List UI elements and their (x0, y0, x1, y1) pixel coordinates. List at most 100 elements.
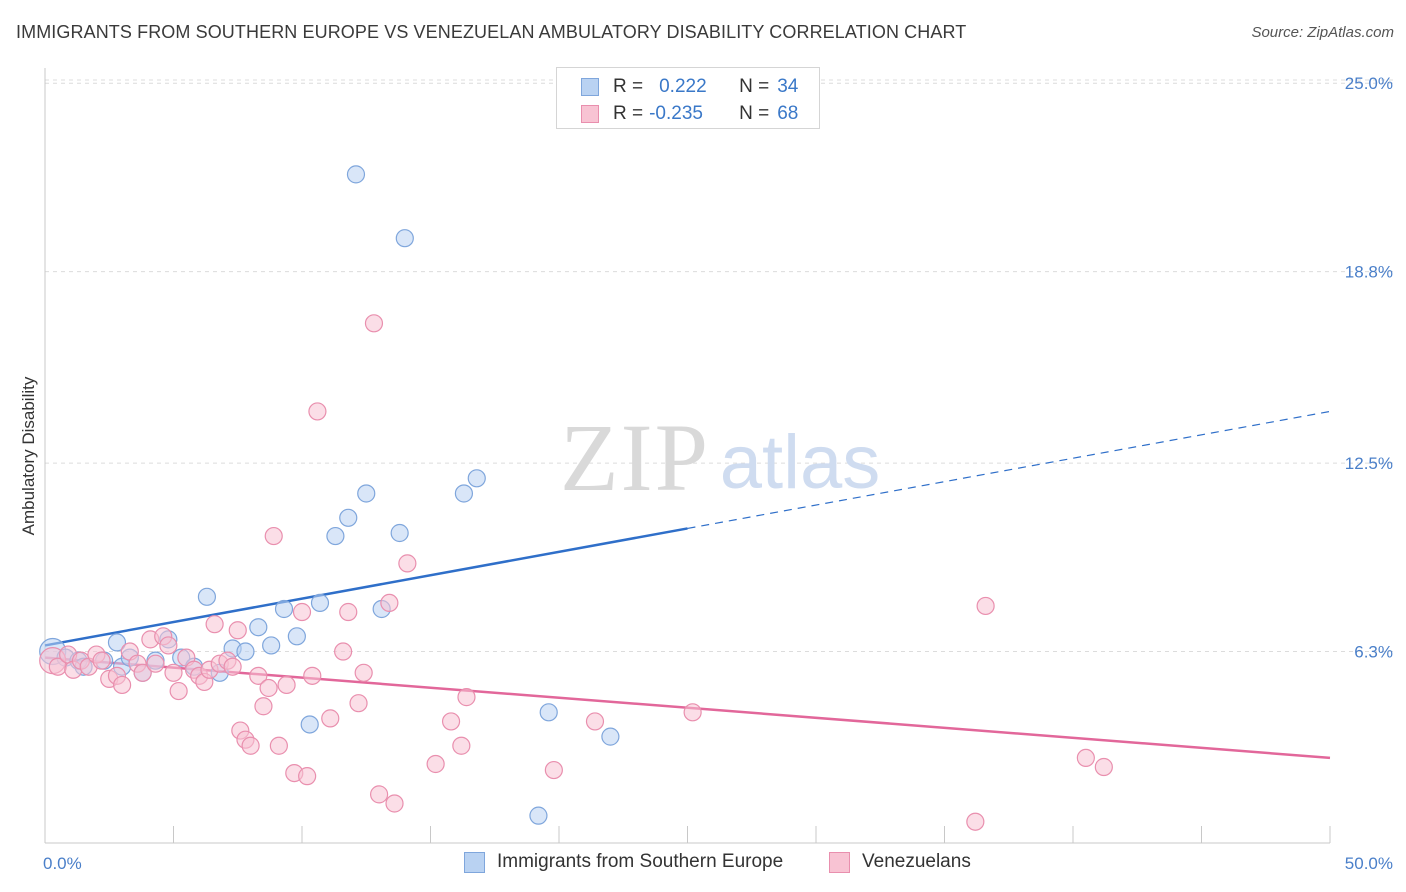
point-southern-europe (529, 806, 548, 825)
chart-title: IMMIGRANTS FROM SOUTHERN EUROPE VS VENEZ… (16, 22, 967, 42)
point-southern-europe (390, 523, 409, 543)
point-venezuelans (385, 794, 404, 813)
watermark: ZIP atlas (560, 404, 880, 511)
legend-r-value: 0.222 (659, 76, 707, 97)
point-venezuelans (308, 402, 327, 421)
legend-n-label: N = (739, 103, 770, 124)
point-venezuelans (112, 675, 132, 695)
point-venezuelans (976, 596, 995, 616)
point-venezuelans (683, 703, 702, 722)
point-southern-europe (310, 593, 330, 613)
trend-line-southern-europe-extension (687, 410, 1331, 530)
point-southern-europe (601, 727, 620, 746)
source-label: Source: ZipAtlas.com (1251, 24, 1394, 41)
point-venezuelans (354, 663, 373, 682)
x-tick-label: 0.0% (43, 854, 82, 873)
series-swatch-pink (829, 851, 850, 873)
point-southern-europe (346, 165, 366, 184)
point-venezuelans (321, 709, 340, 728)
point-venezuelans (164, 663, 183, 682)
legend-n-label: N = (739, 76, 770, 97)
y-tick-label: 6.3% (1354, 643, 1393, 662)
point-venezuelans (264, 526, 283, 546)
series-label: Immigrants from Southern Europe (497, 851, 784, 872)
point-venezuelans (228, 621, 247, 640)
point-venezuelans (298, 767, 317, 786)
watermark-zip: ZIP (560, 404, 710, 511)
trend-line-southern-europe (44, 527, 688, 647)
point-southern-europe (197, 587, 217, 606)
y-tick-label: 12.5% (1345, 454, 1393, 473)
point-venezuelans (398, 554, 417, 573)
point-venezuelans (205, 615, 224, 634)
point-venezuelans (292, 602, 312, 622)
point-southern-europe (107, 633, 127, 652)
point-venezuelans (380, 593, 399, 613)
point-venezuelans (457, 688, 476, 707)
point-venezuelans (146, 654, 165, 673)
y-tick-label: 25.0% (1345, 74, 1393, 93)
point-venezuelans (426, 754, 445, 774)
point-venezuelans (585, 712, 605, 731)
point-southern-europe (249, 618, 268, 637)
legend-row-southern-europe: R = 0.222 N = 34 (581, 75, 798, 99)
point-venezuelans (364, 314, 384, 333)
series-legend: Immigrants from Southern Europe Venezuel… (0, 851, 1406, 877)
point-southern-europe (454, 484, 474, 503)
watermark-atlas: atlas (720, 420, 881, 505)
tick-labels: 6.3% 12.5% 18.8% 25.0% 0.0% 50.0% (43, 74, 1393, 873)
x-tick-label: 50.0% (1345, 854, 1393, 873)
point-venezuelans (254, 697, 273, 716)
point-venezuelans (241, 736, 260, 755)
point-venezuelans (1094, 757, 1113, 777)
series-legend-venezuelans: Venezuelans (829, 851, 971, 873)
correlation-legend: R = 0.222 N = 34 R = -0.235 N = 68 (556, 67, 820, 129)
series-swatch-blue (464, 851, 485, 873)
legend-row-venezuelans: R = -0.235 N = 68 (581, 102, 798, 126)
point-venezuelans (334, 642, 353, 661)
point-venezuelans (259, 678, 278, 698)
series-legend-southern-europe: Immigrants from Southern Europe (464, 851, 783, 873)
point-venezuelans (249, 666, 268, 685)
point-southern-europe (357, 484, 376, 503)
legend-n-value: 34 (777, 76, 799, 97)
point-venezuelans (159, 636, 178, 655)
point-southern-europe (339, 508, 358, 527)
point-venezuelans (339, 602, 358, 622)
series-label: Venezuelans (862, 851, 971, 872)
point-venezuelans (303, 666, 322, 685)
point-venezuelans (452, 736, 471, 755)
point-southern-europe (300, 715, 319, 734)
point-southern-europe (539, 703, 558, 722)
point-southern-europe (326, 526, 345, 546)
point-venezuelans (544, 760, 563, 780)
point-southern-europe (236, 642, 255, 661)
legend-n-value: 68 (777, 103, 799, 124)
point-venezuelans (441, 712, 461, 731)
point-venezuelans (1076, 748, 1095, 768)
data-points (39, 165, 1113, 831)
point-venezuelans (277, 675, 296, 695)
legend-swatch-blue (581, 78, 599, 96)
point-southern-europe (274, 599, 294, 619)
point-southern-europe (467, 469, 486, 488)
point-venezuelans (370, 785, 389, 804)
y-tick-label: 18.8% (1345, 263, 1393, 282)
gridlines (45, 79, 1393, 653)
point-venezuelans (169, 681, 188, 701)
legend-r-label: R = (613, 103, 644, 124)
axes (44, 68, 1331, 844)
point-southern-europe (287, 627, 306, 646)
point-southern-europe (262, 636, 281, 655)
point-venezuelans (966, 812, 985, 831)
legend-r-value: -0.235 (649, 103, 703, 124)
point-venezuelans (223, 657, 242, 676)
point-venezuelans (269, 736, 288, 755)
legend-r-label: R = (613, 76, 644, 97)
legend-swatch-pink (581, 105, 599, 123)
point-venezuelans (349, 694, 368, 713)
point-southern-europe (395, 229, 414, 248)
point-venezuelans (133, 663, 152, 682)
point-venezuelans (92, 651, 111, 670)
